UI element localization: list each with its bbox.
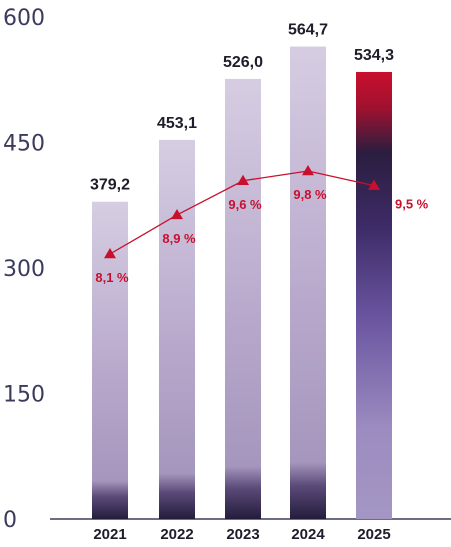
percentage-marker bbox=[104, 248, 116, 259]
x-tick-label: 2022 bbox=[160, 526, 193, 543]
y-axis: 0 150 300 450 600 bbox=[3, 6, 45, 533]
x-tick-label: 2021 bbox=[93, 526, 126, 543]
percentage-label: 8,9 % bbox=[162, 231, 196, 246]
percentage-label: 9,6 % bbox=[228, 197, 262, 212]
bars bbox=[92, 46, 392, 520]
bar-value-label: 534,3 bbox=[354, 47, 394, 64]
percentage-marker bbox=[237, 174, 249, 185]
y-tick-label: 300 bbox=[3, 257, 45, 282]
bar-value-label: 379,2 bbox=[90, 177, 130, 194]
percentage-marker bbox=[368, 179, 380, 190]
percentage-line-series: 8,1 % 8,9 % 9,6 % 9,8 % 9,5 % bbox=[95, 165, 429, 285]
bar-2024 bbox=[290, 46, 326, 519]
percentage-label: 9,5 % bbox=[395, 197, 429, 212]
y-tick-label: 450 bbox=[3, 132, 45, 157]
x-tick-label: 2025 bbox=[357, 526, 390, 543]
bar-value-labels: 379,2 453,1 526,0 564,7 534,3 bbox=[90, 22, 394, 194]
x-axis: 2021 2022 2023 2024 2025 bbox=[93, 526, 390, 543]
percentage-label: 9,8 % bbox=[293, 187, 327, 202]
x-tick-label: 2024 bbox=[291, 526, 325, 543]
y-tick-label: 600 bbox=[3, 6, 45, 31]
x-tick-label: 2023 bbox=[226, 526, 259, 543]
bar-value-label: 564,7 bbox=[288, 22, 328, 39]
y-tick-label: 0 bbox=[3, 508, 17, 533]
percentage-label: 8,1 % bbox=[95, 270, 129, 285]
bar-2023 bbox=[225, 78, 261, 519]
percentage-marker bbox=[302, 165, 314, 176]
bar-value-label: 526,0 bbox=[223, 54, 263, 71]
y-tick-label: 150 bbox=[3, 383, 45, 408]
percentage-marker bbox=[171, 208, 183, 220]
bar-value-label: 453,1 bbox=[157, 115, 197, 132]
bar-2022 bbox=[159, 139, 195, 520]
bar-2025 bbox=[356, 71, 392, 520]
